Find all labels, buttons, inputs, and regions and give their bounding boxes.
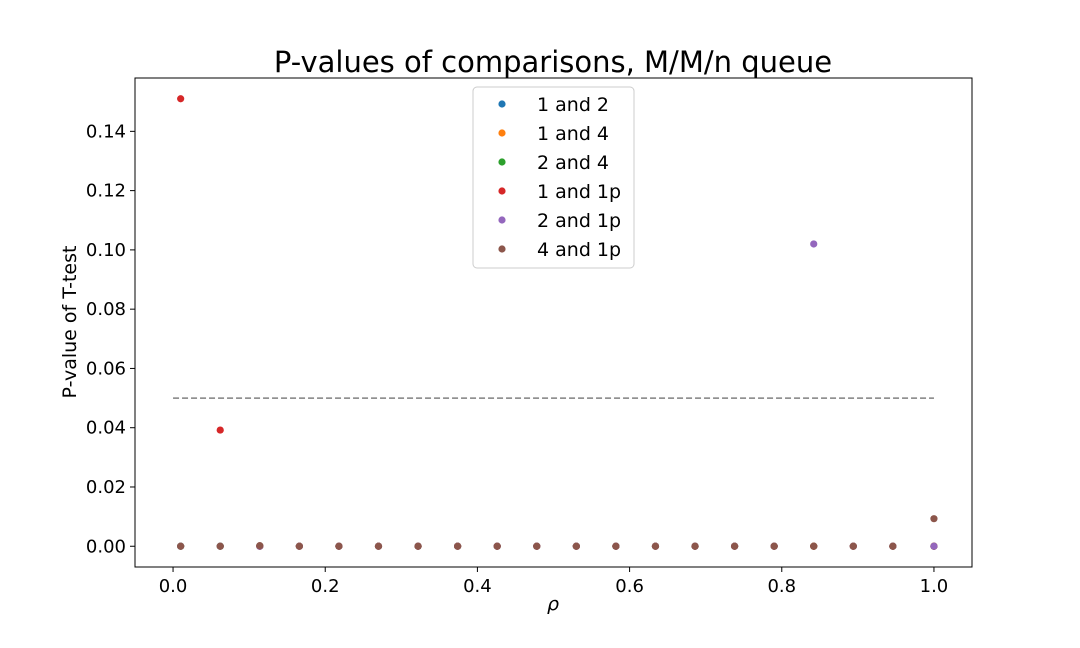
legend-label: 1 and 1p [537, 181, 621, 203]
data-points [177, 95, 938, 550]
data-point [849, 542, 857, 550]
y-tick-label: 0.02 [86, 477, 126, 498]
legend: 1 and 2 1 and 4 2 and 4 1 and 1p 2 and 1p 4 a… [472, 86, 635, 269]
legend-marker [498, 245, 506, 253]
legend-box [472, 86, 635, 269]
y-axis: 0.00 0.02 0.04 0.06 0.08 0.10 0.12 0.14 [86, 121, 135, 557]
legend-label: 1 and 4 [537, 123, 609, 145]
chart-title: P-values of comparisons, M/M/n queue [274, 45, 832, 79]
data-point [177, 95, 185, 103]
series-2-and-4 [177, 542, 938, 550]
series-1-and-4 [177, 542, 938, 550]
legend-marker [498, 187, 506, 195]
data-point [770, 542, 778, 550]
data-point [177, 542, 185, 550]
y-tick-label: 0.14 [86, 121, 126, 142]
data-point [454, 542, 462, 550]
data-point [374, 542, 383, 550]
data-point [414, 542, 422, 550]
x-tick-label: 0.4 [463, 576, 492, 597]
data-point [256, 542, 264, 550]
data-point [889, 542, 897, 550]
y-axis-label: P-value of T-test [59, 246, 81, 399]
y-tick-label: 0.10 [86, 240, 126, 261]
legend-label: 4 and 1p [537, 239, 621, 261]
x-tick-label: 0.8 [767, 576, 796, 597]
legend-label: 2 and 4 [537, 152, 609, 174]
legend-marker [498, 100, 506, 108]
x-tick-label: 0.6 [615, 576, 644, 597]
legend-label: 2 and 1p [537, 210, 621, 232]
data-point [930, 542, 938, 550]
y-tick-label: 0.06 [86, 358, 126, 379]
data-point [612, 542, 620, 550]
data-point [216, 542, 224, 550]
x-tick-label: 0.0 [159, 576, 188, 597]
legend-marker [498, 158, 506, 166]
data-point [295, 542, 303, 550]
x-tick-label: 1.0 [920, 576, 949, 597]
data-point [533, 542, 541, 550]
data-point [216, 426, 224, 434]
series-2-and-1p [177, 240, 938, 550]
data-point [493, 542, 501, 550]
y-tick-label: 0.04 [86, 418, 126, 439]
x-axis: 0.0 0.2 0.4 0.6 0.8 1.0 [159, 567, 949, 597]
legend-marker [498, 129, 506, 137]
y-tick-label: 0.08 [86, 299, 126, 320]
data-point [930, 515, 938, 523]
x-axis-label: ρ [547, 593, 559, 615]
series-1-and-2 [177, 542, 938, 550]
data-point [691, 542, 699, 550]
data-point [810, 240, 818, 248]
plot-area-frame [134, 77, 973, 568]
y-tick-label: 0.12 [86, 181, 126, 202]
legend-items: 1 and 2 1 and 4 2 and 4 1 and 1p 2 and 1p 4 a… [498, 94, 621, 261]
data-point [335, 542, 343, 550]
data-point [730, 542, 739, 550]
x-tick-label: 0.2 [311, 576, 340, 597]
data-point [810, 542, 818, 550]
data-point [651, 542, 660, 550]
series-4-and-1p [177, 515, 938, 550]
legend-label: 1 and 2 [537, 94, 609, 116]
y-tick-label: 0.00 [86, 536, 126, 557]
data-point [572, 542, 580, 550]
legend-marker [498, 216, 506, 224]
